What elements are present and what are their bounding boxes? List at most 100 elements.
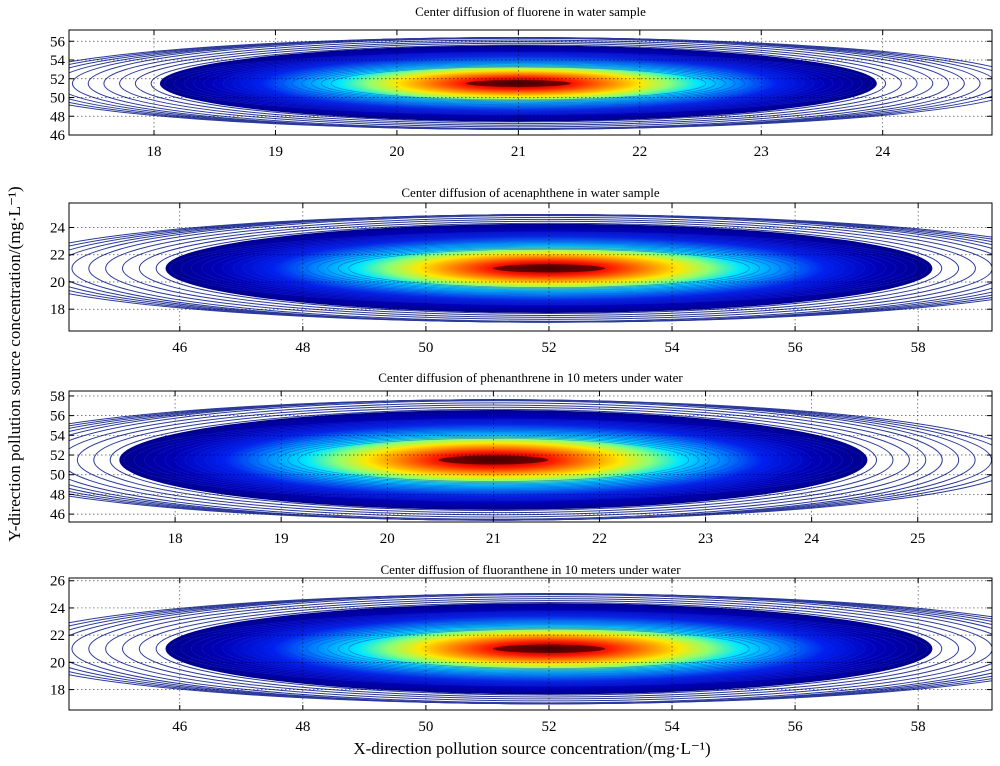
y-tick-label: 58: [50, 389, 65, 405]
x-tick-label: 46: [172, 340, 188, 356]
contour-line: [211, 615, 887, 683]
y-tick-label: 22: [50, 248, 65, 264]
y-tick-label: 22: [50, 628, 65, 644]
contour-line: [348, 628, 750, 669]
subplot-4: 46 48 50 52 54 56 58 18 20 22 24 26 Center diffusion…: [50, 562, 993, 735]
y-tick-label: 24: [50, 221, 66, 237]
plot-area: [69, 391, 992, 522]
contour-line: [297, 438, 690, 482]
x-axis-label: X-direction pollution source concentrati…: [353, 739, 710, 758]
contour-line: [76, 404, 910, 516]
contour-line: [109, 408, 878, 511]
contour-line: [69, 593, 992, 705]
y-tick-label: 46: [50, 507, 66, 523]
contour-line: [180, 612, 918, 686]
x-tick-label: 18: [147, 144, 162, 160]
x-tick-label: 21: [486, 531, 501, 547]
x-tick-label: 52: [541, 719, 556, 735]
x-tick-label: 19: [274, 531, 289, 547]
x-tick-label: 20: [389, 144, 404, 160]
axes-frame: [68, 29, 993, 136]
subplot-title: Center diffusion of phenanthrene in 10 m…: [378, 370, 683, 385]
contour-line: [69, 402, 927, 518]
contour-line: [222, 616, 876, 682]
subplot-1: 18 19 20 21 22 23 24 46 48 50 52 54 56 Center diffusi…: [50, 4, 993, 160]
contour-line: [306, 624, 792, 673]
contour-line: [264, 620, 834, 677]
plot-area: [69, 30, 992, 135]
plot-area: [69, 578, 992, 710]
subplot-title: Center diffusion of acenaphthene in wate…: [401, 185, 659, 200]
x-tick-label: 54: [665, 719, 681, 735]
contour-line: [185, 425, 802, 495]
contour-line: [232, 237, 866, 299]
contour-line: [262, 60, 775, 107]
subplot-title: Center diffusion of fluorene in water sa…: [415, 4, 646, 19]
x-tick-label: 23: [754, 144, 769, 160]
contour-line: [119, 41, 918, 126]
x-tick-label: 20: [380, 531, 395, 547]
contour-line: [215, 429, 771, 491]
x-tick-label: 48: [295, 719, 310, 735]
x-tick-label: 22: [632, 144, 647, 160]
contour-line: [311, 65, 726, 102]
x-tick-label: 50: [418, 719, 433, 735]
axes-frame: [68, 202, 993, 332]
contour-line: [316, 245, 782, 291]
contour-line: [105, 596, 992, 702]
x-tick-label: 46: [172, 719, 188, 735]
y-tick-label: 54: [50, 428, 66, 444]
contour-line: [222, 57, 814, 110]
x-tick-label: 48: [295, 340, 310, 356]
y-tick-label: 48: [50, 487, 65, 503]
y-tick-label: 56: [50, 34, 66, 50]
x-tick-label: 56: [788, 340, 804, 356]
contour-line: [232, 617, 866, 681]
peak-core: [492, 644, 606, 653]
y-tick-label: 24: [50, 601, 66, 617]
x-tick-label: 54: [665, 340, 681, 356]
x-tick-label: 25: [910, 531, 925, 547]
y-tick-label: 56: [50, 409, 66, 425]
y-tick-label: 20: [50, 655, 65, 671]
y-tick-label: 20: [50, 275, 65, 291]
contour-line: [295, 623, 803, 674]
contour-line: [271, 61, 765, 106]
x-tick-label: 52: [541, 340, 556, 356]
y-tick-label: 50: [50, 468, 65, 484]
y-tick-label: 26: [50, 574, 66, 590]
subplot-3: 18 19 20 21 22 23 24 25 46 48 50 52 54 56 58 Center dif…: [50, 370, 993, 547]
x-tick-label: 22: [592, 531, 607, 547]
x-tick-label: 58: [911, 719, 926, 735]
x-tick-label: 56: [788, 719, 804, 735]
contour-line: [253, 619, 845, 678]
contour-line: [69, 214, 992, 323]
y-tick-label: 52: [50, 72, 65, 88]
subplot-title: Center diffusion of fluoranthene in 10 m…: [380, 562, 681, 577]
contour-line: [274, 621, 824, 676]
x-tick-label: 18: [168, 531, 183, 547]
contour-line: [225, 430, 761, 490]
y-tick-label: 54: [50, 53, 66, 69]
contour-line: [169, 611, 929, 687]
y-tick-label: 18: [50, 683, 65, 699]
contour-line: [274, 241, 824, 295]
x-tick-label: 21: [511, 144, 526, 160]
subplot-2: 46 48 50 52 54 56 58 18 20 22 24 Center diffusion o…: [50, 185, 993, 356]
y-tick-label: 48: [50, 109, 65, 125]
y-axis-label: Y-direction pollution source concentrati…: [5, 186, 24, 541]
x-tick-label: 19: [268, 144, 283, 160]
contour-line: [150, 44, 887, 123]
contour-line: [173, 53, 863, 114]
x-tick-label: 50: [418, 340, 433, 356]
y-tick-label: 46: [50, 128, 66, 144]
axes-frame: [68, 390, 993, 523]
contour-line: [144, 421, 843, 499]
contour-line: [256, 433, 731, 487]
x-tick-label: 58: [911, 340, 926, 356]
x-tick-label: 24: [804, 531, 820, 547]
plot-area: [69, 203, 992, 331]
contour-line: [337, 627, 761, 670]
contour-line: [138, 600, 960, 698]
